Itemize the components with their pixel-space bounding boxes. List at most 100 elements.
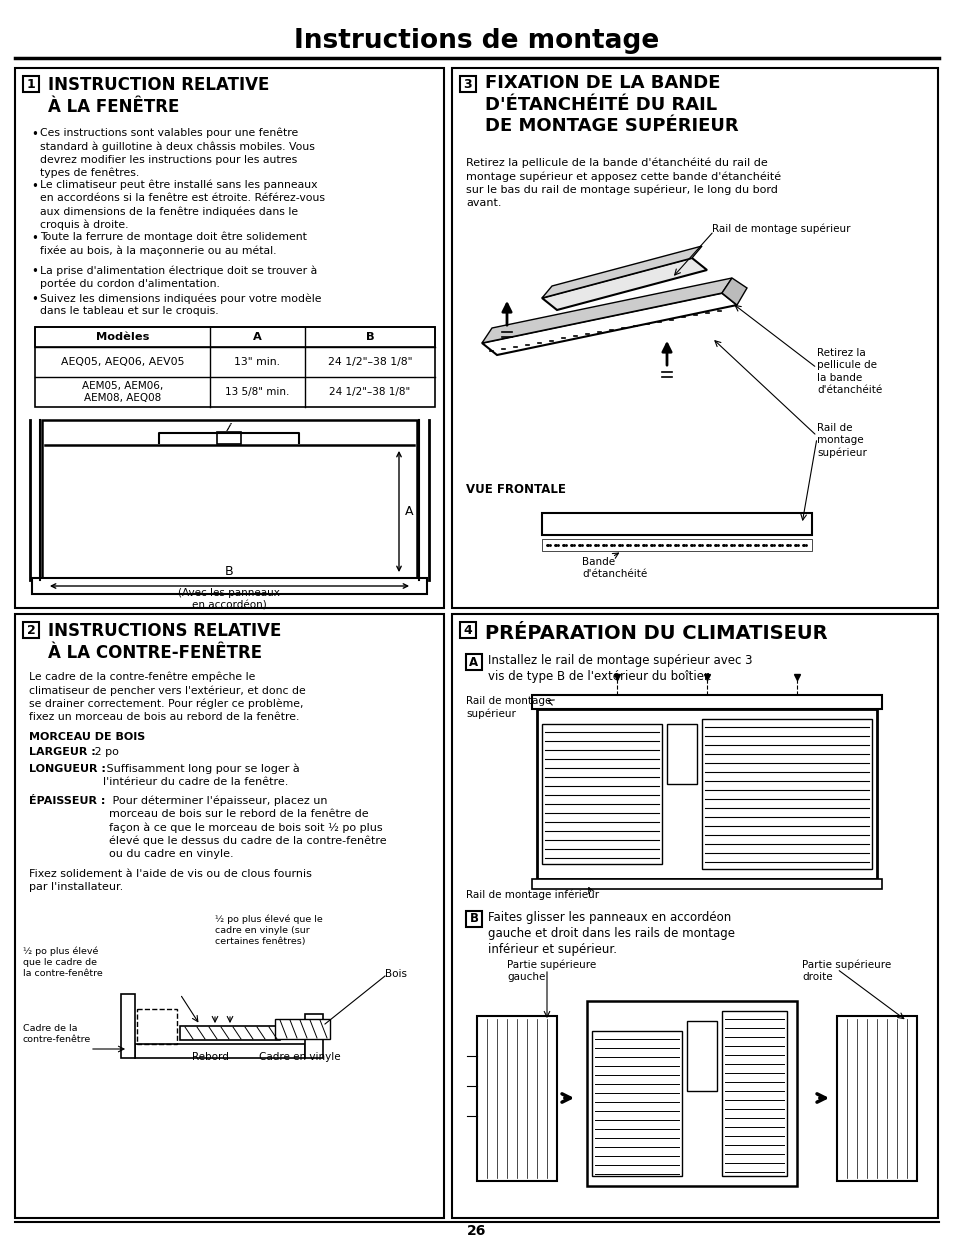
Bar: [305, 1014, 323, 1058]
Bar: [35, 327, 435, 408]
Text: La prise d'alimentation électrique doit se trouver à
portée du cordon d'alimenta: La prise d'alimentation électrique doit …: [40, 266, 317, 289]
Text: Partie supérieure
gauche: Partie supérieure gauche: [506, 960, 596, 982]
Text: FIXATION DE LA BANDE
D'ÉTANCHÉITÉ DU RAIL
DE MONTAGE SUPÉRIEUR: FIXATION DE LA BANDE D'ÉTANCHÉITÉ DU RAI…: [484, 74, 738, 135]
Text: B: B: [365, 332, 374, 342]
Bar: [216, 432, 241, 445]
Text: Le climatiseur peut être installé sans les panneaux
en accordéons si la fenêtre : Le climatiseur peut être installé sans l…: [40, 180, 325, 230]
Text: 24 1/2"–38 1/8": 24 1/2"–38 1/8": [329, 387, 410, 396]
Text: 2 po: 2 po: [91, 747, 119, 757]
Text: Rail de montage inférieur: Rail de montage inférieur: [465, 889, 598, 899]
Text: 26: 26: [467, 1224, 486, 1235]
Bar: [23, 622, 39, 638]
Text: 24 1/2"–38 1/8": 24 1/2"–38 1/8": [328, 357, 412, 367]
Text: Suffisamment long pour se loger à
l'intérieur du cadre de la fenêtre.: Suffisamment long pour se loger à l'inté…: [103, 764, 299, 787]
Text: Modèles: Modèles: [95, 332, 149, 342]
Text: Retirez la
pellicule de
la bande
d'étanchéité: Retirez la pellicule de la bande d'étanc…: [816, 348, 882, 395]
Text: ½ po plus élevé que le
cadre en vinyle (sur
certaines fenêtres): ½ po plus élevé que le cadre en vinyle (…: [214, 914, 322, 946]
Bar: [452, 68, 937, 608]
Bar: [180, 1026, 280, 1040]
Bar: [537, 709, 876, 879]
Text: A: A: [469, 656, 478, 668]
Text: Pour déterminer l'épaisseur, placez un
morceau de bois sur le rebord de la fenêt: Pour déterminer l'épaisseur, placez un m…: [109, 797, 386, 860]
Bar: [452, 614, 937, 1218]
Bar: [592, 1031, 681, 1176]
Polygon shape: [481, 278, 731, 343]
Text: 13 5/8" min.: 13 5/8" min.: [225, 387, 290, 396]
Text: Rail de
montage
supérieur: Rail de montage supérieur: [816, 424, 866, 458]
Bar: [121, 994, 135, 1058]
Text: ⁄⁄: ⁄⁄: [227, 424, 231, 433]
Bar: [137, 1009, 177, 1044]
Text: Rail de montage
supérieur: Rail de montage supérieur: [465, 697, 551, 719]
Text: Suivez les dimensions indiquées pour votre modèle
dans le tableau et sur le croq: Suivez les dimensions indiquées pour vot…: [40, 293, 321, 316]
Bar: [32, 578, 427, 594]
Text: Retirez la pellicule de la bande d'étanchéité du rail de
montage supérieur et ap: Retirez la pellicule de la bande d'étanc…: [465, 158, 781, 209]
Bar: [459, 77, 476, 91]
Text: INSTRUCTIONS RELATIVE
À LA CONTRE-FENÊTRE: INSTRUCTIONS RELATIVE À LA CONTRE-FENÊTR…: [48, 622, 281, 662]
Text: Rail de montage supérieur: Rail de montage supérieur: [711, 224, 850, 233]
Text: 4: 4: [463, 624, 472, 636]
Text: A: A: [405, 505, 413, 517]
Polygon shape: [721, 278, 746, 305]
Text: 3: 3: [463, 78, 472, 90]
Text: Installez le rail de montage supérieur avec 3
vis de type B de l'extérieur du bo: Installez le rail de montage supérieur a…: [488, 655, 752, 683]
Bar: [35, 327, 435, 347]
Text: ½ po plus élevé
que le cadre de
la contre-fenêtre: ½ po plus élevé que le cadre de la contr…: [23, 946, 103, 978]
Bar: [15, 614, 443, 1218]
Bar: [135, 1044, 305, 1058]
Text: (Avec les panneaux
en accordéon): (Avec les panneaux en accordéon): [178, 588, 279, 610]
Text: B: B: [225, 564, 233, 578]
Text: Le cadre de la contre-fenêtre empêche le
climatiseur de pencher vers l'extérieur: Le cadre de la contre-fenêtre empêche le…: [29, 672, 305, 722]
Text: Toute la ferrure de montage doit être solidement
fixée au bois, à la maçonnerie : Toute la ferrure de montage doit être so…: [40, 232, 307, 256]
Bar: [459, 622, 476, 638]
Bar: [541, 513, 811, 535]
Text: •: •: [30, 266, 38, 278]
Bar: [465, 911, 481, 927]
Text: •: •: [30, 293, 38, 306]
Text: Faites glisser les panneaux en accordéon
gauche et droit dans les rails de monta: Faites glisser les panneaux en accordéon…: [488, 911, 734, 956]
Bar: [476, 1016, 557, 1181]
Bar: [23, 77, 39, 91]
Bar: [15, 68, 443, 608]
Polygon shape: [541, 258, 706, 310]
Text: •: •: [30, 180, 38, 193]
Text: Instructions de montage: Instructions de montage: [294, 28, 659, 54]
Bar: [541, 538, 811, 551]
Text: VUE FRONTALE: VUE FRONTALE: [465, 483, 565, 496]
Bar: [532, 879, 882, 889]
Bar: [42, 420, 416, 578]
Text: Bois: Bois: [385, 969, 407, 979]
Polygon shape: [481, 293, 737, 354]
Bar: [586, 1002, 796, 1186]
Text: MORCEAU DE BOIS: MORCEAU DE BOIS: [29, 732, 145, 742]
Text: 2: 2: [27, 624, 35, 636]
Text: Fixez solidement à l'aide de vis ou de clous fournis
par l'installateur.: Fixez solidement à l'aide de vis ou de c…: [29, 869, 312, 892]
Bar: [666, 724, 697, 784]
Text: 13" min.: 13" min.: [234, 357, 280, 367]
Text: Ces instructions sont valables pour une fenêtre
standard à guillotine à deux châ: Ces instructions sont valables pour une …: [40, 128, 314, 178]
Text: PRÉPARATION DU CLIMATISEUR: PRÉPARATION DU CLIMATISEUR: [484, 624, 827, 643]
Bar: [274, 1019, 330, 1039]
Text: •: •: [30, 128, 38, 141]
Bar: [836, 1016, 916, 1181]
Text: 1: 1: [27, 78, 35, 90]
Polygon shape: [541, 246, 701, 298]
Bar: [532, 695, 882, 709]
Text: •: •: [30, 232, 38, 245]
Text: LARGEUR :: LARGEUR :: [29, 747, 95, 757]
Text: INSTRUCTION RELATIVE
À LA FENÊTRE: INSTRUCTION RELATIVE À LA FENÊTRE: [48, 77, 269, 116]
Bar: [701, 719, 871, 869]
Bar: [465, 655, 481, 671]
Text: A: A: [253, 332, 262, 342]
Text: B: B: [469, 913, 478, 925]
Bar: [541, 724, 661, 864]
Bar: [686, 1021, 717, 1091]
Text: AEM05, AEM06,
AEM08, AEQ08: AEM05, AEM06, AEM08, AEQ08: [82, 382, 163, 403]
Text: ÉPAISSEUR :: ÉPAISSEUR :: [29, 797, 105, 806]
Text: Partie supérieure
droite: Partie supérieure droite: [801, 960, 890, 982]
Text: Cadre en vinyle: Cadre en vinyle: [259, 1052, 340, 1062]
Text: AEQ05, AEQ06, AEV05: AEQ05, AEQ06, AEV05: [61, 357, 184, 367]
Text: Rebord: Rebord: [192, 1052, 228, 1062]
Bar: [721, 1011, 786, 1176]
Text: Bande
d'étanchéité: Bande d'étanchéité: [581, 557, 646, 579]
